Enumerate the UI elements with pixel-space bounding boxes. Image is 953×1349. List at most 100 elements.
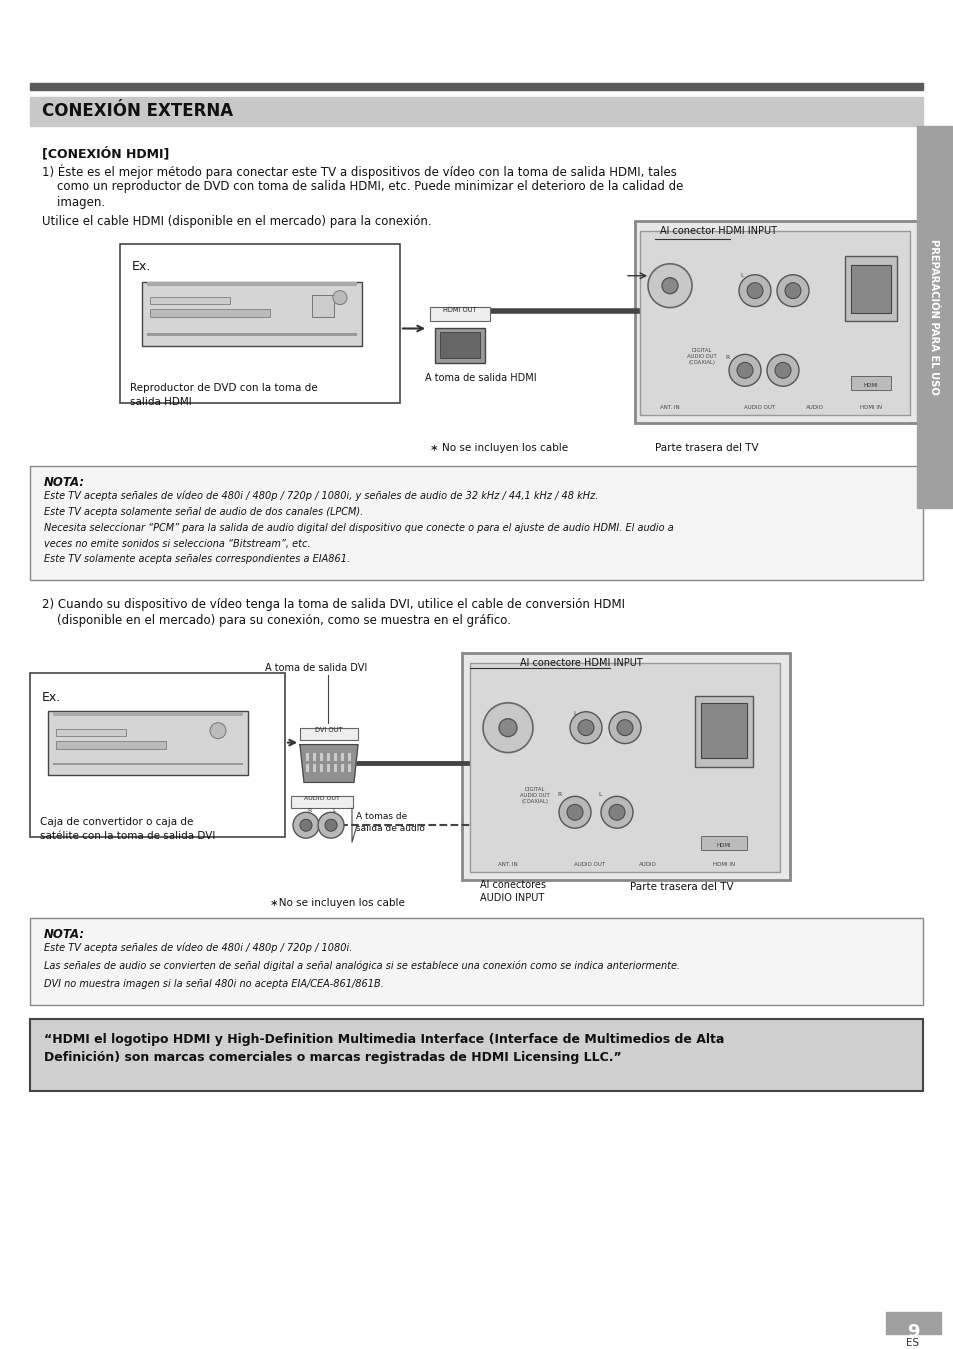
Circle shape	[498, 719, 517, 737]
Polygon shape	[299, 745, 357, 782]
Bar	[30, 1020, 923, 1091]
Text: Necesita seleccionar “PCM” para la salida de audio digital del dispositivo que c: Necesita seleccionar “PCM” para la salid…	[44, 522, 673, 533]
Bar	[306, 765, 309, 773]
Text: 1) Éste es el mejor método para conectar este TV a dispositivos de vídeo con la : 1) Éste es el mejor método para conectar…	[42, 165, 677, 179]
Bar	[306, 753, 309, 761]
Text: HDMI OUT: HDMI OUT	[442, 306, 476, 313]
Text: A tomas de
salida de audio: A tomas de salida de audio	[355, 812, 424, 834]
Text: [CONEXIÓN HDMI]: [CONEXIÓN HDMI]	[42, 147, 170, 161]
Circle shape	[746, 283, 762, 298]
Bar	[334, 753, 336, 761]
Bar	[53, 712, 243, 716]
Bar	[30, 673, 285, 838]
Text: ANT. IN: ANT. IN	[497, 862, 517, 867]
Circle shape	[317, 812, 344, 838]
Text: Ex.: Ex.	[132, 260, 152, 272]
Text: Al conector HDMI INPUT: Al conector HDMI INPUT	[659, 227, 776, 236]
Text: HDMI: HDMI	[716, 843, 731, 849]
Bar	[885, 1313, 940, 1334]
Text: HDMI: HDMI	[862, 383, 878, 389]
Circle shape	[578, 720, 594, 735]
Bar	[120, 244, 399, 403]
Text: NOTA:: NOTA:	[44, 476, 85, 488]
Text: Este TV solamente acepta señales correspondientes a EIA861.: Este TV solamente acepta señales corresp…	[44, 554, 350, 564]
Bar	[299, 727, 357, 739]
Circle shape	[558, 796, 590, 828]
Text: A toma de salida DVI: A toma de salida DVI	[265, 662, 367, 673]
Text: Reproductor de DVD con la toma de
salida HDMI: Reproductor de DVD con la toma de salida…	[130, 383, 317, 407]
Bar	[56, 741, 166, 749]
Bar	[340, 765, 344, 773]
Text: DIGITAL
AUDIO OUT
(COAXIAL): DIGITAL AUDIO OUT (COAXIAL)	[519, 788, 549, 804]
Text: NOTA:: NOTA:	[44, 928, 85, 940]
Circle shape	[728, 355, 760, 386]
Bar	[461, 653, 789, 880]
Circle shape	[600, 796, 633, 828]
Bar	[850, 264, 890, 313]
Bar	[53, 762, 243, 765]
Text: (disponible en el mercado) para su conexión, como se muestra en el gráfico.: (disponible en el mercado) para su conex…	[42, 614, 511, 627]
Text: AUDIO OUT: AUDIO OUT	[304, 796, 339, 801]
Bar	[916, 127, 951, 507]
Circle shape	[737, 363, 752, 378]
Text: R: R	[725, 355, 729, 360]
Bar	[635, 221, 919, 424]
Text: DIGITAL
AUDIO OUT
(COAXIAL): DIGITAL AUDIO OUT (COAXIAL)	[686, 348, 716, 366]
Bar	[142, 282, 361, 347]
Text: DVI OUT: DVI OUT	[314, 727, 342, 733]
Bar	[313, 753, 315, 761]
Text: R: R	[558, 792, 561, 797]
Text: L: L	[740, 272, 743, 278]
Text: 9: 9	[905, 1323, 919, 1341]
Bar	[695, 696, 752, 768]
Text: PREPARACIÓN PARA EL USO: PREPARACIÓN PARA EL USO	[928, 239, 938, 395]
Circle shape	[766, 355, 799, 386]
Circle shape	[210, 723, 226, 739]
Text: Ex.: Ex.	[42, 691, 61, 704]
Bar	[470, 662, 780, 871]
Circle shape	[569, 712, 601, 743]
Circle shape	[482, 703, 533, 753]
Bar	[30, 97, 923, 127]
Text: AUDIO OUT: AUDIO OUT	[743, 405, 775, 410]
Text: AUDIO OUT: AUDIO OUT	[574, 862, 605, 867]
Bar	[439, 332, 479, 359]
Bar	[430, 306, 490, 321]
Text: R: R	[308, 808, 312, 813]
Bar	[844, 256, 896, 321]
Bar	[340, 753, 344, 761]
Bar	[30, 465, 923, 580]
Text: imagen.: imagen.	[42, 196, 105, 209]
Text: ∗ No se incluyen los cable: ∗ No se incluyen los cable	[430, 442, 568, 453]
Circle shape	[739, 275, 770, 306]
Bar	[30, 82, 923, 89]
Circle shape	[325, 819, 336, 831]
Text: Caja de convertidor o caja de
satélite con la toma de salida DVI: Caja de convertidor o caja de satélite c…	[40, 817, 215, 842]
Text: AUDIO: AUDIO	[805, 405, 823, 410]
Text: 2) Cuando su dispositivo de vídeo tenga la toma de salida DVI, utilice el cable : 2) Cuando su dispositivo de vídeo tenga …	[42, 598, 624, 611]
Bar	[312, 294, 334, 317]
Text: como un reproductor de DVD con toma de salida HDMI, etc. Puede minimizar el dete: como un reproductor de DVD con toma de s…	[42, 181, 682, 193]
Circle shape	[784, 283, 801, 298]
Circle shape	[776, 275, 808, 306]
Bar	[147, 282, 356, 286]
Bar	[348, 753, 351, 761]
Bar	[639, 231, 909, 415]
Bar	[319, 753, 323, 761]
Text: A toma de salida HDMI: A toma de salida HDMI	[424, 374, 536, 383]
Text: HDMI IN: HDMI IN	[712, 862, 735, 867]
Text: Utilice el cable HDMI (disponible en el mercado) para la conexión.: Utilice el cable HDMI (disponible en el …	[42, 214, 431, 228]
Bar	[147, 333, 356, 336]
Circle shape	[647, 264, 691, 308]
Bar	[327, 753, 330, 761]
Text: DVI no muestra imagen si la señal 480i no acepta EIA/CEA-861/861B.: DVI no muestra imagen si la señal 480i n…	[44, 978, 383, 989]
Circle shape	[661, 278, 678, 294]
Circle shape	[608, 712, 640, 743]
Circle shape	[566, 804, 582, 820]
Bar	[348, 765, 351, 773]
Text: Parte trasera del TV: Parte trasera del TV	[655, 442, 758, 453]
Text: CONEXIÓN EXTERNA: CONEXIÓN EXTERNA	[42, 103, 233, 120]
Circle shape	[608, 804, 624, 820]
Text: L: L	[573, 711, 577, 716]
Bar	[334, 765, 336, 773]
